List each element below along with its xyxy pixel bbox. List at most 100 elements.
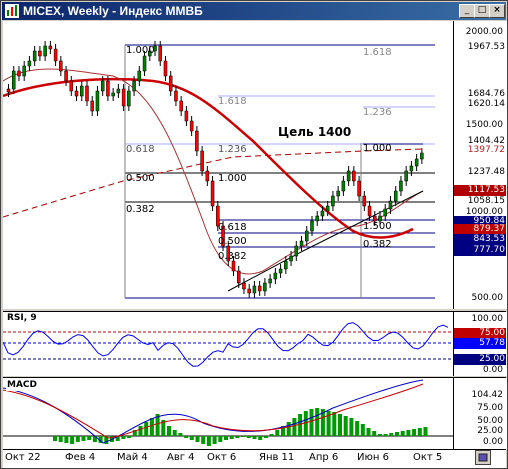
rsi-scale[interactable]: 100.00 75.00 57.78 25.00 0.00 [453, 312, 507, 376]
macd-scale[interactable]: 104.42 75.00 50.00 25.00 0.00 [453, 378, 507, 450]
candle [247, 288, 251, 294]
candle [331, 195, 335, 207]
time-label: Янв 11 [259, 452, 295, 463]
fib-label: 0.382 [363, 239, 392, 250]
macd-histogram-bar [389, 433, 394, 436]
candle [294, 245, 299, 257]
fib-label: 0.618 [126, 144, 155, 155]
macd-histogram-bar [281, 426, 285, 436]
candle [168, 75, 173, 92]
macd-tick: 104.42 [471, 390, 504, 400]
rsi-title: RSI, 9 [6, 313, 38, 324]
macd-histogram-bar [406, 430, 411, 436]
price-tag: 1058.15 [454, 196, 506, 207]
macd-histogram-bar [343, 416, 348, 436]
fib-label: 1.000 [126, 45, 155, 56]
macd-histogram-bar [149, 418, 154, 436]
candle [38, 50, 42, 57]
candle [284, 260, 288, 270]
macd-signal-line [3, 383, 424, 439]
candle [80, 85, 84, 97]
scroll-corner-button[interactable] [475, 450, 491, 465]
price-chart[interactable] [3, 21, 453, 309]
price-tag: 777.70 [454, 245, 506, 256]
candle [43, 45, 47, 57]
macd-chart[interactable] [3, 378, 453, 450]
fib-label: 1.000 [363, 143, 392, 154]
trend-line [227, 190, 424, 292]
candle [85, 85, 89, 102]
macd-histogram-bar [275, 430, 280, 436]
candle [121, 88, 126, 107]
candle [6, 88, 11, 93]
macd-histogram-bar [241, 436, 246, 437]
candle [383, 208, 387, 217]
time-axis[interactable]: Окт 22 Фев 4 Май 4 Авг 4 Окт 6 Янв 11 Ап… [3, 449, 506, 468]
maximize-button[interactable]: □ [474, 4, 490, 18]
candle [278, 268, 283, 274]
macd-histogram-bar [332, 412, 337, 436]
candle [27, 60, 32, 67]
macd-histogram-bar [229, 436, 234, 439]
candle [153, 45, 157, 52]
candle [242, 282, 246, 290]
price-scale[interactable]: 2000.00 1500.00 1000.00 500.00 1967.53 16… [453, 21, 507, 309]
candle [22, 65, 26, 77]
title-bar[interactable]: MICEX, Weekly - Индекс ММВБ _ □ × [2, 2, 506, 20]
candle [69, 80, 74, 92]
fib-label: 0.500 [218, 236, 247, 247]
candle [205, 170, 210, 182]
time-label: Окт 22 [5, 452, 41, 463]
candle [352, 170, 356, 182]
minimize-button[interactable]: _ [459, 4, 475, 18]
price-tag: 843.53 [454, 234, 506, 245]
time-label: Авг 4 [167, 452, 195, 463]
macd-histogram-bar [212, 436, 217, 444]
candle [414, 158, 419, 167]
fib-label: 1.618 [218, 96, 247, 107]
macd-histogram-bar [395, 432, 399, 436]
candle [409, 165, 414, 172]
macd-histogram-bar [98, 436, 103, 443]
macd-histogram-bar [58, 436, 63, 442]
macd-histogram-bar [412, 429, 417, 436]
candle [64, 70, 68, 82]
candle [210, 180, 215, 207]
candle [32, 50, 37, 62]
candle [362, 195, 367, 207]
candle [236, 270, 241, 284]
candle [74, 90, 79, 97]
macd-tick: 25.00 [477, 426, 503, 436]
candle [231, 260, 236, 272]
macd-histogram-bar [366, 428, 371, 436]
macd-line [3, 379, 424, 444]
candle [59, 60, 63, 72]
macd-histogram-bar [298, 414, 303, 436]
macd-histogram-bar [315, 408, 320, 436]
candle [393, 190, 398, 202]
candle [399, 180, 403, 192]
macd-histogram-bar [127, 436, 132, 438]
macd-histogram-bar [355, 421, 360, 436]
candle [179, 100, 183, 112]
target-label: Цель 1400 [278, 125, 352, 139]
macd-histogram-bar [70, 436, 75, 444]
price-panel[interactable]: 2000.00 1500.00 1000.00 500.00 1967.53 16… [3, 21, 507, 309]
rsi-level-tag: 25.00 [454, 354, 506, 365]
candle [158, 45, 162, 62]
macd-tick: 0.00 [482, 437, 503, 447]
macd-histogram-bar [155, 414, 160, 436]
candle [106, 80, 110, 97]
candle [299, 240, 304, 247]
close-button[interactable]: × [489, 4, 505, 18]
macd-histogram-bar [400, 431, 405, 436]
macd-panel[interactable]: MACD 104.42 75.00 50.00 25.00 0.00 [3, 377, 507, 450]
rsi-chart[interactable] [3, 312, 453, 376]
macd-histogram-bar [269, 434, 274, 436]
projection-line [3, 148, 424, 218]
candle [357, 180, 361, 197]
price-tick: 500.00 [471, 293, 504, 303]
candle [341, 180, 346, 192]
price-tick: 1000.00 [465, 207, 503, 217]
rsi-panel[interactable]: RSI, 9 100.00 75.00 57.78 25.00 0.00 [3, 311, 507, 376]
